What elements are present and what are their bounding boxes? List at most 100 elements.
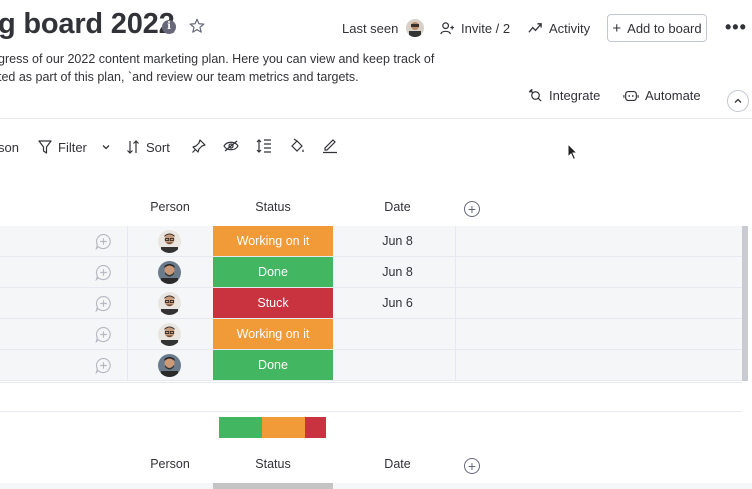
cell-divider bbox=[127, 226, 128, 257]
add-update-icon[interactable] bbox=[95, 264, 112, 281]
chevron-up-icon bbox=[734, 98, 742, 103]
add-column-button[interactable]: + bbox=[464, 201, 480, 217]
avatar[interactable] bbox=[158, 230, 181, 253]
plus-icon: + bbox=[467, 201, 477, 217]
column-header-person[interactable]: Person bbox=[150, 200, 190, 214]
add-item-row[interactable] bbox=[0, 382, 742, 412]
row-scroll-edge bbox=[742, 319, 748, 350]
info-icon[interactable]: i bbox=[162, 20, 176, 34]
table-row[interactable] bbox=[0, 483, 752, 489]
row-scroll-edge bbox=[742, 288, 748, 319]
pin-icon[interactable] bbox=[191, 138, 207, 154]
description-line: gress of our 2022 content marketing plan… bbox=[0, 52, 435, 66]
cell-divider bbox=[455, 288, 456, 319]
column-header-date[interactable]: Date bbox=[384, 457, 411, 471]
column-header-person[interactable]: Person bbox=[150, 457, 190, 471]
person-filter-button[interactable]: son bbox=[0, 136, 19, 158]
collapse-header-button[interactable] bbox=[727, 90, 749, 112]
status-cell[interactable]: Working on it bbox=[213, 226, 333, 256]
integrate-icon bbox=[528, 88, 542, 102]
board-title: g board 2022 bbox=[0, 8, 175, 40]
status-cell[interactable]: Working on it bbox=[213, 319, 333, 349]
status-cell[interactable] bbox=[213, 483, 333, 489]
row-scroll-edge bbox=[742, 226, 748, 257]
invite-button[interactable]: Invite / 2 bbox=[440, 14, 510, 42]
avatar[interactable] bbox=[158, 354, 181, 377]
plus-icon: + bbox=[467, 458, 477, 474]
header-divider bbox=[0, 118, 752, 119]
summary-segment[interactable] bbox=[304, 417, 326, 438]
column-header-status[interactable]: Status bbox=[255, 457, 291, 471]
status-cell[interactable]: Stuck bbox=[213, 288, 333, 318]
activity-label: Activity bbox=[549, 20, 591, 36]
avatar[interactable] bbox=[158, 292, 181, 315]
add-update-icon[interactable] bbox=[95, 233, 112, 250]
cell-divider bbox=[455, 350, 456, 381]
table-row[interactable]: Stuck Jun 6 bbox=[0, 288, 742, 319]
description-line: ted as part of this plan, `and review ou… bbox=[0, 70, 359, 84]
mouse-cursor-icon bbox=[567, 143, 579, 161]
integrate-button[interactable]: Integrate bbox=[528, 88, 600, 103]
add-update-icon[interactable] bbox=[95, 357, 112, 374]
activity-button[interactable]: Activity bbox=[528, 14, 590, 42]
status-summary-bar[interactable] bbox=[219, 417, 326, 438]
add-column-button[interactable]: + bbox=[464, 458, 480, 474]
status-cell[interactable]: Done bbox=[213, 257, 333, 287]
person-add-icon bbox=[440, 21, 455, 34]
cell-divider bbox=[127, 257, 128, 288]
robot-icon bbox=[623, 90, 639, 101]
column-header-status[interactable]: Status bbox=[255, 200, 291, 214]
filter-label: Filter bbox=[58, 139, 87, 155]
cell-divider bbox=[127, 319, 128, 350]
filter-button[interactable]: Filter bbox=[38, 136, 111, 158]
row-height-icon[interactable] bbox=[256, 138, 272, 154]
more-options-icon[interactable]: ••• bbox=[725, 17, 747, 37]
filter-icon bbox=[38, 140, 52, 154]
date-cell[interactable] bbox=[360, 319, 435, 349]
add-update-icon[interactable] bbox=[95, 295, 112, 312]
sort-icon bbox=[127, 140, 139, 154]
date-cell[interactable]: Jun 6 bbox=[382, 296, 413, 310]
avatar[interactable] bbox=[158, 323, 181, 346]
summary-segment[interactable] bbox=[261, 417, 305, 438]
plus-icon: + bbox=[612, 19, 622, 37]
person-filter-label: son bbox=[0, 139, 19, 155]
star-icon[interactable] bbox=[188, 17, 206, 35]
cell-divider bbox=[455, 226, 456, 257]
add-to-board-label: Add to board bbox=[627, 20, 702, 36]
sort-button[interactable]: Sort bbox=[126, 136, 170, 158]
summary-segment[interactable] bbox=[219, 417, 262, 438]
row-scroll-edge bbox=[742, 257, 748, 288]
cell-divider bbox=[127, 288, 128, 319]
row-scroll-edge bbox=[742, 350, 748, 381]
column-header-date[interactable]: Date bbox=[384, 200, 411, 214]
color-fill-icon[interactable] bbox=[289, 138, 305, 154]
cell-divider bbox=[455, 257, 456, 288]
avatar bbox=[406, 19, 425, 37]
edit-icon[interactable] bbox=[322, 138, 338, 154]
board-description: gress of our 2022 content marketing plan… bbox=[0, 50, 438, 86]
automate-button[interactable]: Automate bbox=[623, 88, 701, 103]
sort-label: Sort bbox=[146, 139, 170, 155]
status-cell[interactable]: Done bbox=[213, 350, 333, 380]
table-row[interactable]: Done Jun 8 bbox=[0, 257, 742, 288]
add-to-board-button[interactable]: + Add to board bbox=[607, 14, 707, 42]
cell-divider bbox=[127, 350, 128, 381]
avatar[interactable] bbox=[158, 261, 181, 284]
date-cell[interactable]: Jun 8 bbox=[382, 265, 413, 279]
hide-icon[interactable] bbox=[223, 138, 239, 154]
table-row[interactable]: Working on it bbox=[0, 319, 742, 350]
automate-label: Automate bbox=[645, 88, 701, 103]
table-row[interactable]: Working on it Jun 8 bbox=[0, 226, 742, 257]
cell-divider bbox=[455, 319, 456, 350]
activity-icon bbox=[528, 22, 542, 33]
add-update-icon[interactable] bbox=[95, 326, 112, 343]
table-row[interactable]: Done bbox=[0, 350, 742, 381]
chevron-down-icon bbox=[102, 145, 110, 150]
date-cell[interactable]: Jun 8 bbox=[382, 234, 413, 248]
invite-label: Invite / 2 bbox=[461, 20, 511, 36]
last-seen-label: Last seen bbox=[342, 20, 399, 36]
date-cell[interactable] bbox=[360, 350, 435, 380]
integrate-label: Integrate bbox=[549, 88, 601, 103]
last-seen-button[interactable]: Last seen bbox=[342, 14, 425, 42]
